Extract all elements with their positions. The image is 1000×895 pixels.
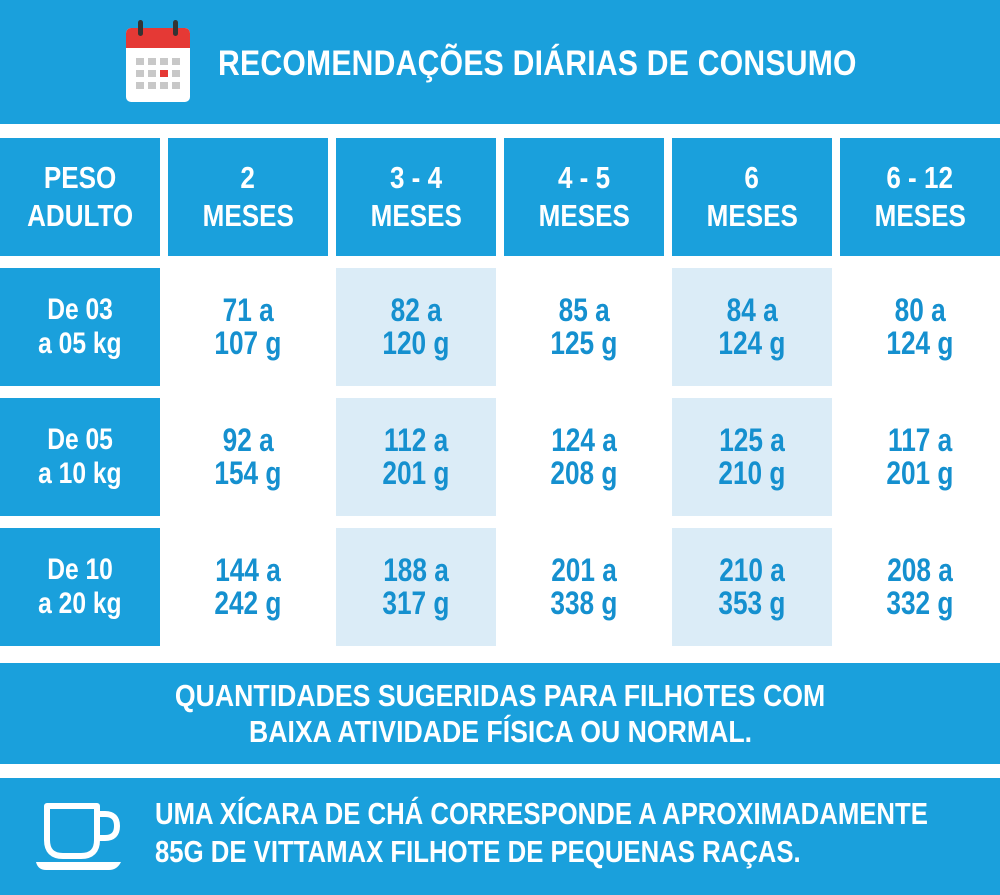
header-weight-line2: ADULTO <box>26 198 134 233</box>
row-label-line1: De 10 <box>47 553 113 586</box>
cell-max: 154 g <box>214 455 282 491</box>
cell-min: 210 a <box>719 552 785 588</box>
table-cell: 144 a 242 g <box>168 528 328 646</box>
header-age-value: 6 - 12 <box>886 160 954 195</box>
table-cell: 210 a 353 g <box>672 528 832 646</box>
row-label-10-20kg: De 10 a 20 kg <box>0 528 160 646</box>
cell-max: 201 g <box>382 455 450 491</box>
table-cell: 125 a 210 g <box>672 398 832 516</box>
note-line1: QUANTIDADES SUGERIDAS PARA FILHOTES COM <box>174 677 826 713</box>
cell-max: 201 g <box>886 455 954 491</box>
header-age-value: 4 - 5 <box>557 160 611 195</box>
header-age-value: 2 <box>240 160 256 195</box>
footer-banner <box>0 778 1000 895</box>
header-age-unit: MESES <box>370 198 462 233</box>
header-2-months: 2 MESES <box>168 138 328 256</box>
note-line2: BAIXA ATIVIDADE FÍSICA OU NORMAL. <box>248 713 752 749</box>
cell-min: 112 a <box>383 422 449 458</box>
table-cell: 71 a 107 g <box>168 268 328 386</box>
cell-min: 117 a <box>887 422 953 458</box>
table-cell: 84 a 124 g <box>672 268 832 386</box>
table-cell: 112 a 201 g <box>336 398 496 516</box>
cell-min: 208 a <box>887 552 953 588</box>
cell-min: 92 a <box>222 422 274 458</box>
table-cell: 188 a 317 g <box>336 528 496 646</box>
cell-min: 80 a <box>894 292 946 328</box>
cell-max: 124 g <box>718 325 786 361</box>
header-age-value: 3 - 4 <box>389 160 443 195</box>
row-label-line2: a 05 kg <box>38 327 122 360</box>
row-label-3-5kg: De 03 a 05 kg <box>0 268 160 386</box>
cell-max: 332 g <box>886 585 954 621</box>
cell-min: 85 a <box>558 292 610 328</box>
cell-max: 107 g <box>214 325 282 361</box>
header-6-12-months: 6 - 12 MESES <box>840 138 1000 256</box>
row-label-line2: a 10 kg <box>38 457 122 490</box>
calendar-icon <box>126 20 190 102</box>
header-age-unit: MESES <box>874 198 966 233</box>
footer-line2: 85G DE VITTAMAX FILHOTE DE PEQUENAS RAÇA… <box>155 834 801 869</box>
header-3-4-months: 3 - 4 MESES <box>336 138 496 256</box>
table-cell: 85 a 125 g <box>504 268 664 386</box>
cell-max: 353 g <box>718 585 786 621</box>
table-cell: 92 a 154 g <box>168 398 328 516</box>
row-label-line2: a 20 kg <box>38 587 122 620</box>
header-age-unit: MESES <box>202 198 294 233</box>
header-6-months: 6 MESES <box>672 138 832 256</box>
teacup-icon <box>36 803 121 870</box>
table-cell: 124 a 208 g <box>504 398 664 516</box>
header-weight-line1: PESO <box>43 160 117 195</box>
cell-max: 317 g <box>382 585 450 621</box>
cell-min: 201 a <box>551 552 617 588</box>
footer-line1: UMA XÍCARA DE CHÁ CORRESPONDE A APROXIMA… <box>155 796 928 831</box>
cell-max: 124 g <box>886 325 954 361</box>
row-label-line1: De 05 <box>47 423 113 456</box>
row-label-5-10kg: De 05 a 10 kg <box>0 398 160 516</box>
note-banner: QUANTIDADES SUGERIDAS PARA FILHOTES COM … <box>0 663 1000 764</box>
cell-min: 125 a <box>719 422 785 458</box>
page-title: RECOMENDAÇÕES DIÁRIAS DE CONSUMO <box>218 44 857 83</box>
header-4-5-months: 4 - 5 MESES <box>504 138 664 256</box>
cell-min: 144 a <box>215 552 281 588</box>
table-cell: 82 a 120 g <box>336 268 496 386</box>
cell-max: 208 g <box>550 455 618 491</box>
header-weight: PESO ADULTO <box>0 138 160 256</box>
row-label-line1: De 03 <box>47 293 113 326</box>
cell-min: 82 a <box>390 292 442 328</box>
table-cell: 117 a 201 g <box>840 398 1000 516</box>
cell-max: 338 g <box>550 585 618 621</box>
cell-max: 125 g <box>550 325 618 361</box>
cell-max: 120 g <box>382 325 450 361</box>
cell-min: 124 a <box>551 422 617 458</box>
header-age-value: 6 <box>744 160 760 195</box>
cell-min: 188 a <box>383 552 449 588</box>
table-cell: 80 a 124 g <box>840 268 1000 386</box>
cell-max: 210 g <box>718 455 786 491</box>
cell-max: 242 g <box>214 585 282 621</box>
header-age-unit: MESES <box>706 198 798 233</box>
table-cell: 201 a 338 g <box>504 528 664 646</box>
table-cell: 208 a 332 g <box>840 528 1000 646</box>
cell-min: 71 a <box>222 292 274 328</box>
header-age-unit: MESES <box>538 198 630 233</box>
cell-min: 84 a <box>726 292 778 328</box>
footer-text: UMA XÍCARA DE CHÁ CORRESPONDE A APROXIMA… <box>155 795 985 871</box>
